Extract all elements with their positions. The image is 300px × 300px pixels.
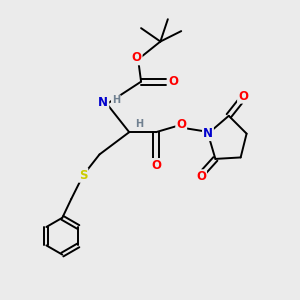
Text: O: O bbox=[168, 75, 178, 88]
Text: O: O bbox=[176, 118, 186, 131]
Text: H: H bbox=[112, 95, 120, 105]
Text: S: S bbox=[79, 169, 87, 182]
Text: O: O bbox=[196, 170, 206, 183]
Text: N: N bbox=[203, 127, 213, 140]
Text: O: O bbox=[132, 51, 142, 64]
Text: N: N bbox=[98, 96, 108, 109]
Text: O: O bbox=[238, 90, 248, 103]
Text: H: H bbox=[135, 119, 143, 129]
Text: O: O bbox=[151, 159, 161, 172]
